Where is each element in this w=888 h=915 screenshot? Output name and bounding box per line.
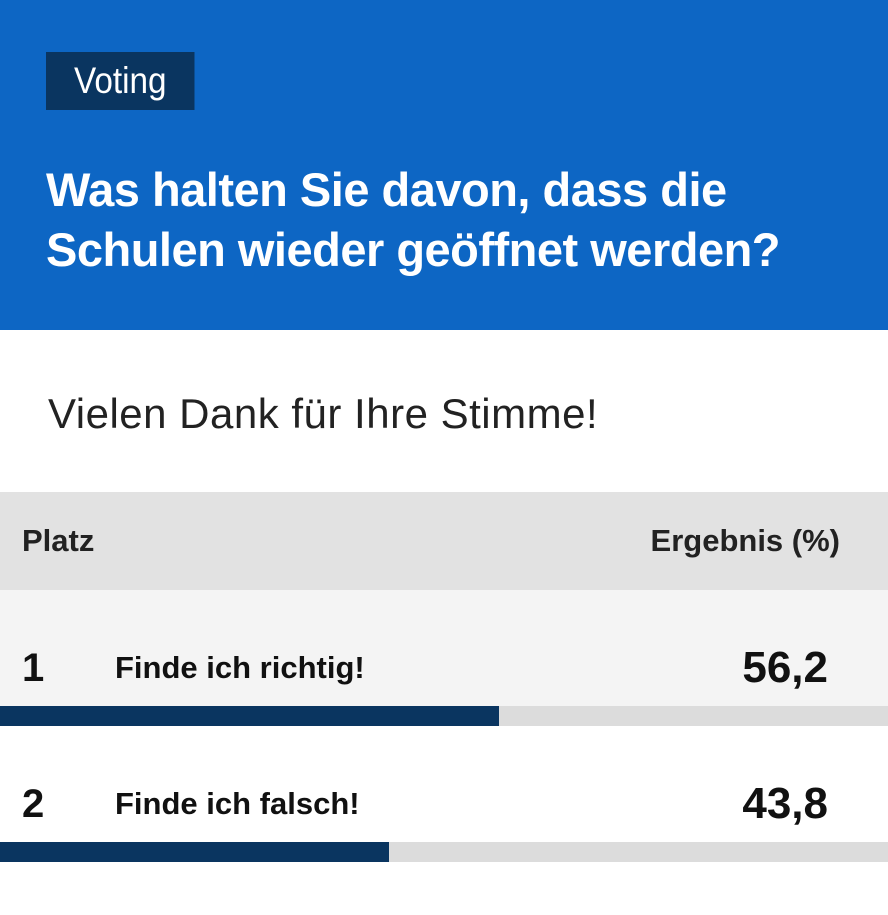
result-percentage: 43,8: [742, 779, 828, 828]
column-header-place: Platz: [22, 523, 95, 558]
result-bar-track: [0, 842, 888, 862]
result-row-2: 2 Finde ich falsch! 43,8: [0, 726, 888, 862]
result-rank: 1: [22, 646, 45, 690]
results-table-header: Platz Ergebnis (%): [0, 492, 888, 590]
column-header-result: Ergebnis (%): [650, 523, 840, 558]
voting-badge: Voting: [46, 52, 195, 110]
result-percentage: 56,2: [742, 643, 828, 692]
result-rank: 2: [22, 782, 45, 826]
poll-question: Was halten Sie davon, dass die Schulen w…: [46, 163, 781, 276]
result-bar-fill: [0, 706, 500, 726]
thank-you-message: Vielen Dank für Ihre Stimme!: [48, 390, 599, 437]
voting-header: Voting Was halten Sie davon, dass die Sc…: [0, 0, 888, 330]
result-bar-track: [0, 706, 888, 726]
result-bar-fill: [0, 842, 389, 862]
result-option-label: Finde ich richtig!: [115, 650, 365, 685]
result-row-1: 1 Finde ich richtig! 56,2: [0, 590, 888, 726]
result-option-label: Finde ich falsch!: [115, 786, 360, 821]
